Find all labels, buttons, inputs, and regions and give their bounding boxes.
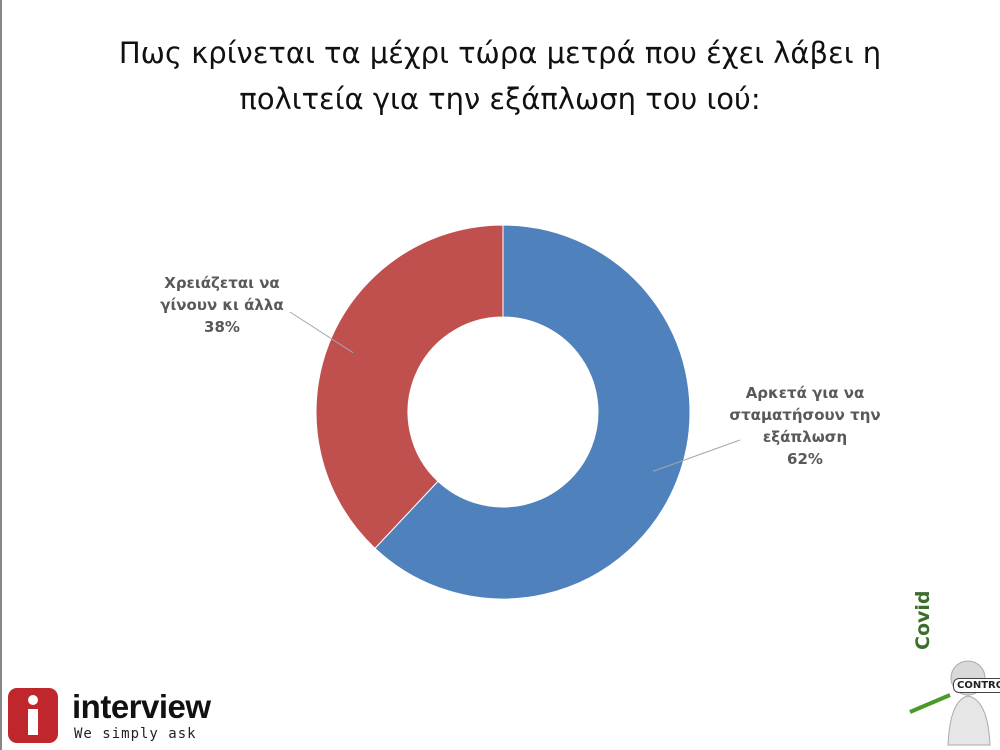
badge-sign: CONTROL — [953, 678, 1000, 693]
logo-icon-stem — [28, 709, 38, 735]
category-label: Χρειάζεται να γίνουν κι άλλα — [160, 274, 284, 314]
leader-line — [289, 311, 354, 354]
badge-magnifier — [909, 693, 951, 714]
donut-slice — [374, 224, 691, 600]
badge-body — [947, 695, 991, 746]
donut-slice — [315, 224, 504, 550]
data-label: Χρειάζεται να γίνουν κι άλλα 38% — [137, 272, 307, 338]
category-label: Αρκετά για να σταματήσουν την εξάπλωση — [729, 384, 881, 446]
brand-slogan: We simply ask — [74, 726, 197, 742]
chart-title: Πως κρίνεται τα μέχρι τώρα μετρά που έχε… — [118, 36, 882, 116]
logo-icon-dot — [28, 695, 38, 705]
value-label: 38% — [204, 318, 240, 336]
data-label: Αρκετά για να σταματήσουν την εξάπλωση 62… — [720, 382, 890, 470]
brand-name: interview — [72, 688, 211, 725]
value-label: 62% — [787, 450, 823, 468]
leader-line — [652, 439, 741, 472]
badge-word: Covid — [912, 590, 934, 651]
